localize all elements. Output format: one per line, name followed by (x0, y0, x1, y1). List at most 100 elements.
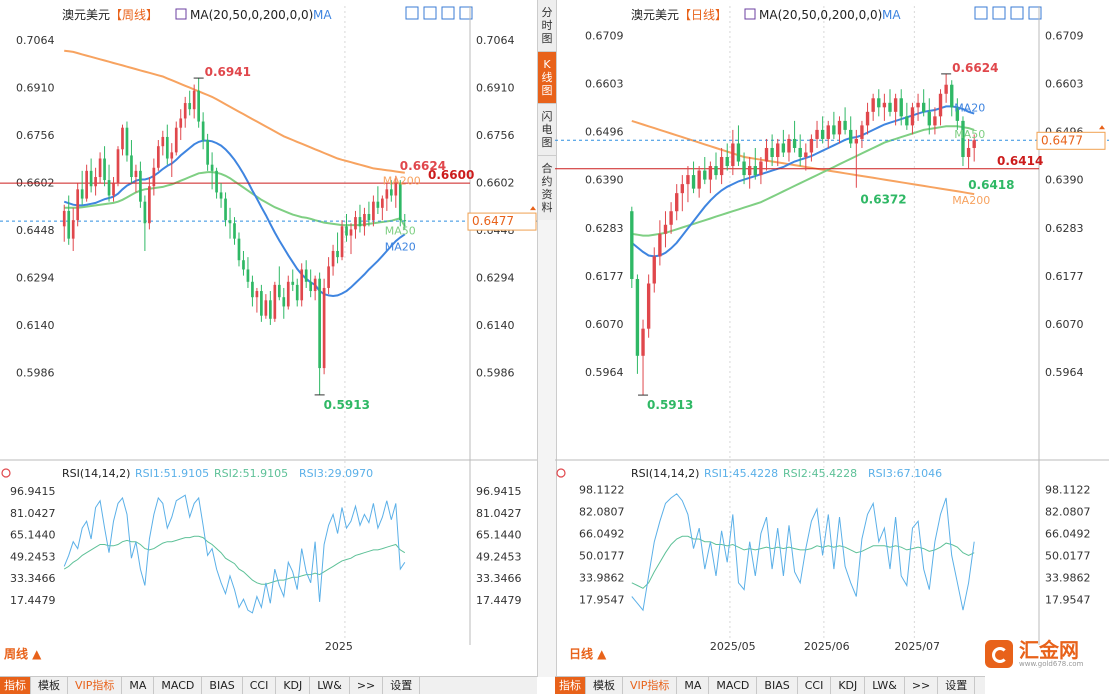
candle-body (736, 143, 741, 162)
candle-body (725, 157, 729, 167)
toolbar-lw[interactable]: LW& (865, 677, 905, 694)
candle-body (152, 167, 156, 187)
toolbar-more[interactable]: >> (905, 677, 939, 694)
toolbar-vip[interactable]: VIP指标 (68, 677, 123, 694)
candle-body (255, 291, 259, 298)
toolbar-settings[interactable]: 设置 (938, 677, 976, 694)
y-tick-left: 0.6140 (16, 319, 55, 332)
y-tick-right: 0.7064 (476, 34, 515, 47)
candle-body (961, 120, 965, 158)
candle-body (787, 138, 791, 153)
candle-body (367, 213, 371, 221)
weekly-chart[interactable]: 澳元美元 【周线】 MA(20,50,0,200,0,0) MA0.7064 0.706… (0, 0, 540, 694)
tab-kline[interactable]: K线图 (538, 52, 556, 104)
logo-icon (985, 640, 1013, 668)
candle-body (809, 138, 814, 153)
candle-body (776, 143, 780, 158)
toolbar-settings[interactable]: 设置 (383, 677, 421, 694)
toolbar-icon-2 (1010, 6, 1024, 20)
y-tick-right: 0.6756 (476, 129, 515, 142)
ma20-line (631, 105, 975, 258)
tab-timeshare[interactable]: 分时图 (538, 0, 556, 52)
tab-contract-info[interactable]: 合约资料 (538, 156, 556, 221)
daily-chart[interactable]: 澳元美元 【日线】 MA(20,50,0,200,0,0) MA0.6709 0.670… (555, 0, 1109, 694)
current-price-value: 0.6477 (1041, 133, 1083, 147)
y-tick-left: 0.6390 (585, 174, 624, 187)
toolbar-indicators[interactable]: 指标 (555, 677, 586, 694)
ma20-label: MA20 (954, 102, 985, 115)
candle-body (98, 158, 102, 178)
candle-body (233, 223, 236, 239)
candle-body (843, 120, 847, 130)
low-label: 0.5913 (324, 398, 370, 412)
ma-params-label: MA(20,50,0,200,0,0) (759, 8, 882, 22)
toolbar-macd[interactable]: MACD (154, 677, 203, 694)
ma-last-label: 0.6418 (968, 178, 1014, 192)
daily-period-tag[interactable]: 日线 ▲ (569, 647, 607, 661)
toolbar-template[interactable]: 模板 (31, 677, 68, 694)
candle-body (363, 213, 366, 227)
candle-body (327, 266, 330, 288)
reference-label: 0.6600 (428, 168, 474, 182)
candle-body (764, 147, 769, 162)
rsi-tick-left: 49.2453 (10, 550, 56, 563)
side-divider (537, 220, 557, 677)
candle-body (246, 269, 250, 282)
toolbar-macd[interactable]: MACD (709, 677, 758, 694)
rsi-tick-left: 81.0427 (10, 507, 56, 520)
weekly-period-tag[interactable]: 周线 ▲ (4, 647, 42, 661)
rsi1-value: RSI1:45.4228 (704, 467, 778, 480)
toolbar-lw[interactable]: LW& (310, 677, 350, 694)
rsi-name: RSI(14,14,2) (62, 467, 130, 480)
ma20-line (63, 139, 406, 298)
toolbar-cci[interactable]: CCI (798, 677, 832, 694)
rsi3-line (63, 535, 406, 585)
ma200-label: MA200 (952, 194, 990, 207)
toolbar-indicators[interactable]: 指标 (0, 677, 31, 694)
candle-body (89, 170, 93, 187)
candle-body (770, 147, 774, 158)
tab-flash[interactable]: 闪电图 (538, 104, 556, 156)
y-tick-left: 0.6910 (16, 82, 55, 95)
toolbar-bias[interactable]: BIAS (757, 677, 798, 694)
toolbar-vip[interactable]: VIP指标 (623, 677, 678, 694)
toolbar-template[interactable]: 模板 (586, 677, 623, 694)
y-tick-right: 0.6070 (1045, 318, 1084, 331)
y-tick-right: 0.6390 (1045, 174, 1084, 187)
ma-label: MA (313, 8, 332, 22)
toolbar-icon-2 (441, 6, 455, 20)
toolbar-cci[interactable]: CCI (243, 677, 277, 694)
rsi3-value: RSI3:67.1046 (868, 467, 942, 480)
candle-body (832, 125, 836, 135)
y-tick-right: 0.6709 (1045, 29, 1084, 42)
y-tick-left: 0.6177 (585, 270, 624, 283)
candle-body (376, 201, 380, 208)
toolbar-more[interactable]: >> (350, 677, 384, 694)
rsi-tick-left: 98.1122 (579, 484, 625, 497)
candle-body (130, 155, 133, 178)
toolbar-kdj[interactable]: KDJ (276, 677, 311, 694)
candle-body (277, 284, 281, 298)
y-tick-right: 0.6140 (476, 319, 515, 332)
logo: 汇金网 www.gold678.com (985, 636, 1103, 672)
candle-body (80, 189, 84, 199)
ma20-label: MA20 (385, 240, 416, 253)
candle-body (112, 183, 115, 196)
candle-body (264, 300, 268, 316)
candle-body (658, 233, 662, 257)
x-tick-label: 2025 (325, 640, 353, 653)
candle-body (62, 210, 66, 227)
rsi-tick-right: 96.9415 (476, 485, 522, 498)
candle-body (753, 166, 757, 176)
candle-body (815, 129, 819, 139)
toolbar-bias[interactable]: BIAS (202, 677, 243, 694)
low-label: 0.5913 (647, 398, 693, 412)
candle-body (860, 125, 864, 139)
ma200-line (631, 119, 975, 196)
candle-body (206, 140, 209, 165)
candle-body (125, 127, 129, 156)
candle-body (71, 220, 75, 239)
toolbar-ma[interactable]: MA (122, 677, 155, 694)
toolbar-kdj[interactable]: KDJ (831, 677, 866, 694)
toolbar-ma[interactable]: MA (677, 677, 710, 694)
